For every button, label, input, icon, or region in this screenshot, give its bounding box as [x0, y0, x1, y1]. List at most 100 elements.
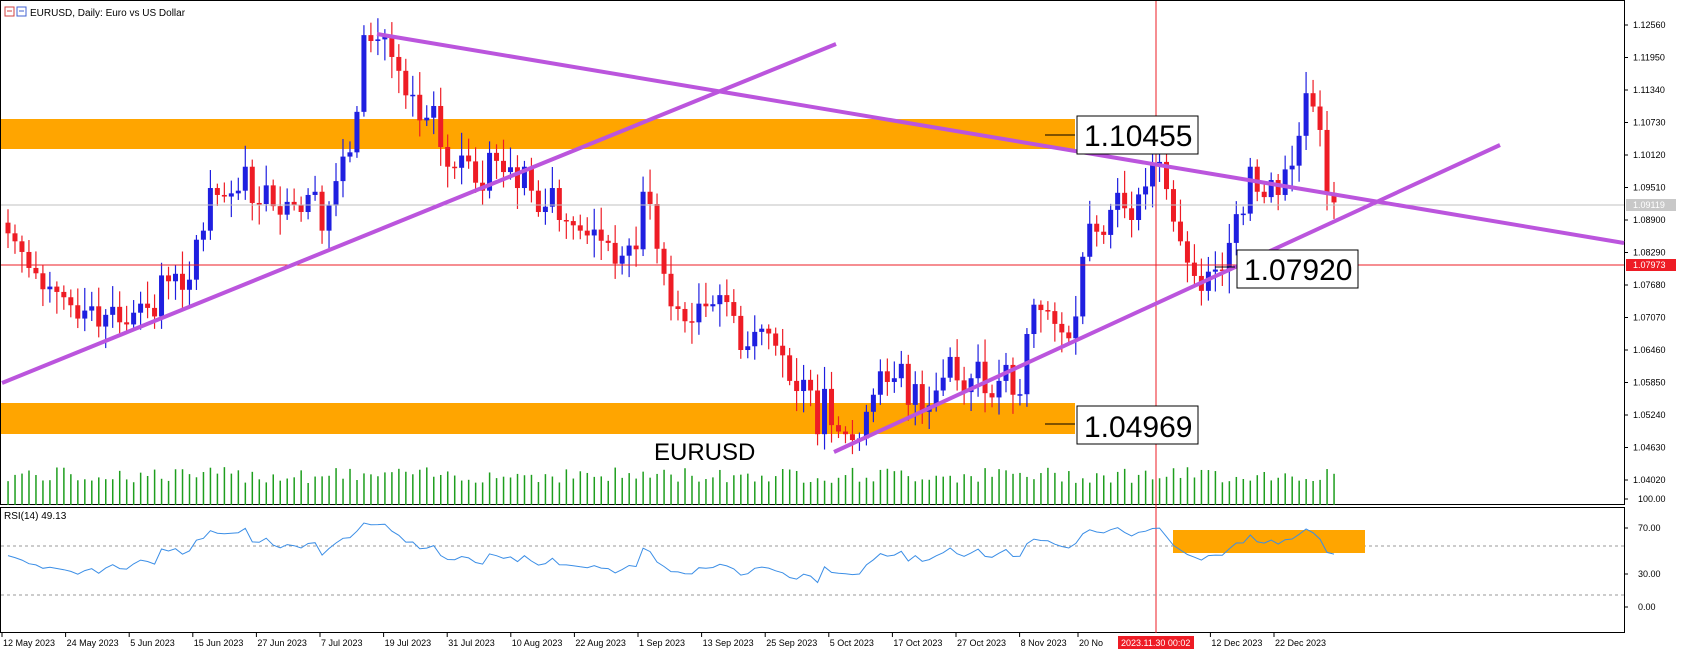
volume-bar	[307, 482, 309, 505]
volume-bar	[7, 481, 9, 505]
volume-bar	[488, 472, 491, 505]
volume-bar	[202, 472, 205, 505]
candle	[815, 374, 821, 446]
candle	[1101, 225, 1107, 244]
volume-bar	[1123, 468, 1126, 505]
candle	[1303, 71, 1309, 150]
volume-bar	[781, 469, 784, 505]
volume-bar	[349, 468, 351, 505]
volume-bar	[286, 478, 288, 505]
volume-bar	[453, 475, 456, 505]
chart-title: EURUSD, Daily: Euro vs US Dollar	[30, 8, 186, 19]
candle	[340, 138, 346, 198]
volume-bar	[1298, 480, 1300, 505]
volume-bar	[14, 474, 16, 505]
candle	[487, 141, 493, 199]
candle	[989, 384, 995, 408]
candle	[473, 147, 479, 193]
candle	[661, 242, 667, 286]
volume-bar	[56, 467, 58, 505]
candle	[891, 361, 897, 393]
rsi-subwindow-frame	[0, 507, 1625, 633]
volume-bar	[111, 479, 114, 505]
candle	[124, 305, 130, 332]
rsi-indicator-label: RSI(14) 49.13	[4, 511, 67, 522]
volume-bar	[691, 475, 693, 505]
volume-bar	[237, 470, 240, 505]
volume-bar	[774, 476, 777, 505]
candle	[738, 305, 744, 359]
candle	[319, 185, 325, 244]
candle	[214, 183, 220, 206]
volume-bar	[314, 476, 316, 505]
volume-bar	[768, 481, 770, 505]
volume-bar	[1033, 479, 1035, 505]
volume-bar	[1214, 471, 1217, 505]
time-tick-label: 8 Nov 2023	[1021, 638, 1067, 648]
candle	[626, 238, 632, 278]
candle	[480, 160, 486, 205]
volume-bar	[607, 480, 609, 505]
volume-bar	[886, 468, 889, 505]
price-tick-label: 1.05850	[1633, 378, 1666, 388]
volume-bar	[698, 481, 700, 505]
upper-resistance-zone	[1, 119, 1075, 149]
volume-bar	[1005, 470, 1007, 505]
candle	[1080, 252, 1086, 325]
level-lower-label: 1.04969	[1084, 411, 1192, 444]
volume-bar	[398, 468, 400, 505]
candle	[682, 302, 688, 333]
volume-bar	[160, 478, 163, 505]
candle	[640, 176, 646, 257]
candle	[1226, 223, 1232, 294]
candle	[1157, 154, 1163, 182]
volume-bar	[928, 479, 931, 505]
volume-bar	[363, 473, 365, 505]
candle	[494, 144, 500, 179]
candle	[1177, 199, 1183, 246]
candle	[145, 281, 151, 319]
candle	[947, 347, 953, 382]
candle	[780, 328, 786, 378]
time-tick-label: 12 May 2023	[3, 638, 55, 648]
candle	[884, 358, 890, 396]
level-upper-label: 1.10455	[1084, 120, 1192, 153]
candle	[849, 419, 855, 455]
candle	[1073, 295, 1079, 355]
crosshair-price-tag-label: 1.07973	[1633, 260, 1666, 270]
volume-bar	[998, 469, 1000, 505]
volume-bar	[816, 478, 819, 505]
candle	[577, 214, 583, 240]
candle	[822, 366, 828, 450]
candle	[277, 186, 283, 235]
volume-bar	[258, 479, 261, 505]
candle	[787, 347, 793, 386]
time-axis: 12 May 2023 24 May 2023 5 Jun 2023 15 Jun 2…	[1, 633, 1326, 649]
volume-bar	[439, 474, 442, 505]
candle	[654, 193, 660, 264]
volume-bar	[1263, 472, 1266, 505]
candle	[877, 359, 883, 405]
volume-bar	[1061, 481, 1063, 505]
candle	[1184, 231, 1190, 283]
price-tick-label: 1.10120	[1633, 150, 1666, 160]
volume-bar	[21, 473, 23, 505]
volume-bar	[565, 469, 568, 505]
volume-bar	[481, 482, 484, 505]
volume-bar	[879, 469, 882, 505]
volume-bar	[328, 475, 330, 505]
volume-bar	[984, 468, 986, 505]
candle	[605, 234, 611, 252]
volume-bar	[91, 480, 93, 505]
volume-bar	[146, 475, 149, 505]
candle	[242, 145, 248, 200]
candle	[647, 169, 653, 220]
time-tick-label: 31 Jul 2023	[448, 638, 495, 648]
time-tick-label: 20 No	[1079, 638, 1103, 648]
candle	[249, 159, 255, 221]
candle	[961, 366, 967, 405]
level-lower-box	[1076, 405, 1199, 445]
time-tick-label: 25 Sep 2023	[766, 638, 817, 648]
volume-bar	[635, 478, 637, 505]
